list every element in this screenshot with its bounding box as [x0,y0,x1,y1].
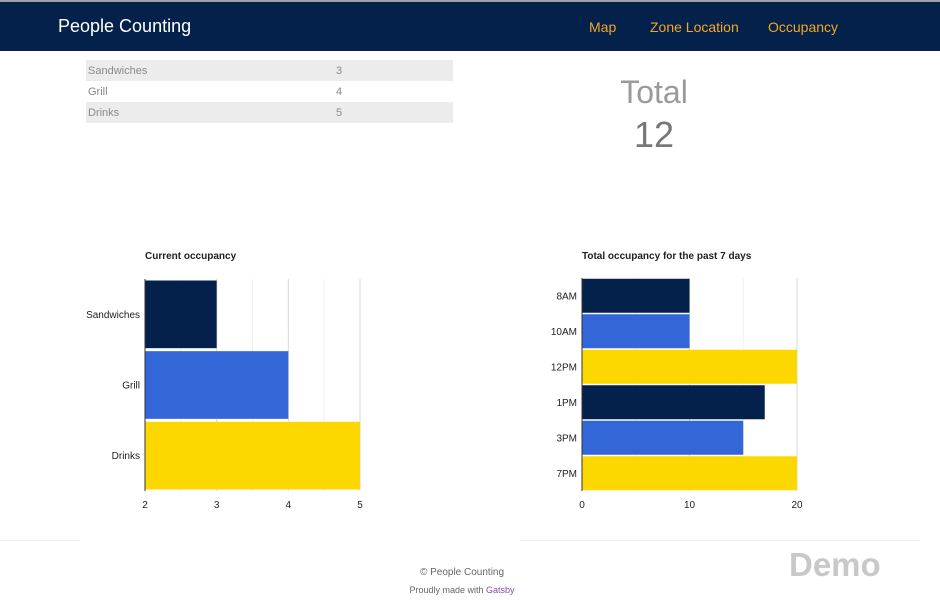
top-navbar: People Counting Map Zone Location Occupa… [0,0,940,51]
bar [582,456,797,491]
zone-name: Sandwiches [86,60,334,81]
bar [582,420,744,455]
zone-count: 4 [336,85,343,98]
x-tick-label: 0 [579,500,585,511]
table-row: Grill 4 [86,81,453,102]
total-value: 12 [633,114,675,155]
demo-watermark: Demo [789,546,881,583]
footer-divider-left [0,540,80,541]
zone-count-table: Sandwiches 3 Grill 4 Drinks 5 [86,60,453,123]
bar [582,385,765,420]
zone-count: 5 [334,102,453,123]
chart-title: Total occupancy for the past 7 days [582,251,752,262]
gatsby-link[interactable]: Gatsby [486,585,515,595]
category-label: 3PM [556,433,577,444]
app-title[interactable]: People Counting [58,16,192,36]
current-occupancy-chart: Current occupancy 2 3 4 5 Sandwiches Grill Drin… [86,251,363,511]
zone-count: 3 [334,60,453,81]
total-label: Total [620,74,688,110]
category-label: Sandwiches [86,310,140,321]
footer-copyright: © People Counting [419,567,505,578]
weekly-occupancy-chart: Total occupancy for the past 7 days 0 10 20… [551,251,803,511]
bar [582,278,690,313]
x-tick-label: 5 [357,500,363,511]
footer-made-with: Proudly made with Gatsby [0,585,924,595]
footer-divider-right [520,540,920,541]
bar [145,421,360,490]
footer-made-with-text: Proudly made with [409,585,484,595]
x-tick-label: 10 [684,500,696,511]
zone-name: Drinks [86,102,334,123]
category-label: 8AM [556,291,577,302]
nav-link-map[interactable]: Map [589,19,617,35]
nav-link-occupancy[interactable]: Occupancy [768,19,839,35]
bar [582,314,690,349]
table-row: Drinks 5 [86,102,453,123]
x-tick-label: 3 [214,500,220,511]
category-label: 1PM [556,398,577,409]
zone-name: Grill [88,85,108,98]
bar [582,349,797,384]
x-tick-label: 2 [142,500,148,511]
category-label: 7PM [556,469,577,480]
x-tick-label: 4 [286,500,292,511]
bar [145,351,289,419]
x-tick-label: 20 [791,500,803,511]
chart-title: Current occupancy [145,251,237,262]
category-label: 10AM [551,327,577,338]
category-label: Drinks [112,451,140,462]
category-label: 12PM [551,362,577,373]
category-label: Grill [122,381,140,392]
table-row: Sandwiches 3 [86,60,453,81]
bar [145,280,217,349]
nav-link-zone-location[interactable]: Zone Location [650,19,739,35]
